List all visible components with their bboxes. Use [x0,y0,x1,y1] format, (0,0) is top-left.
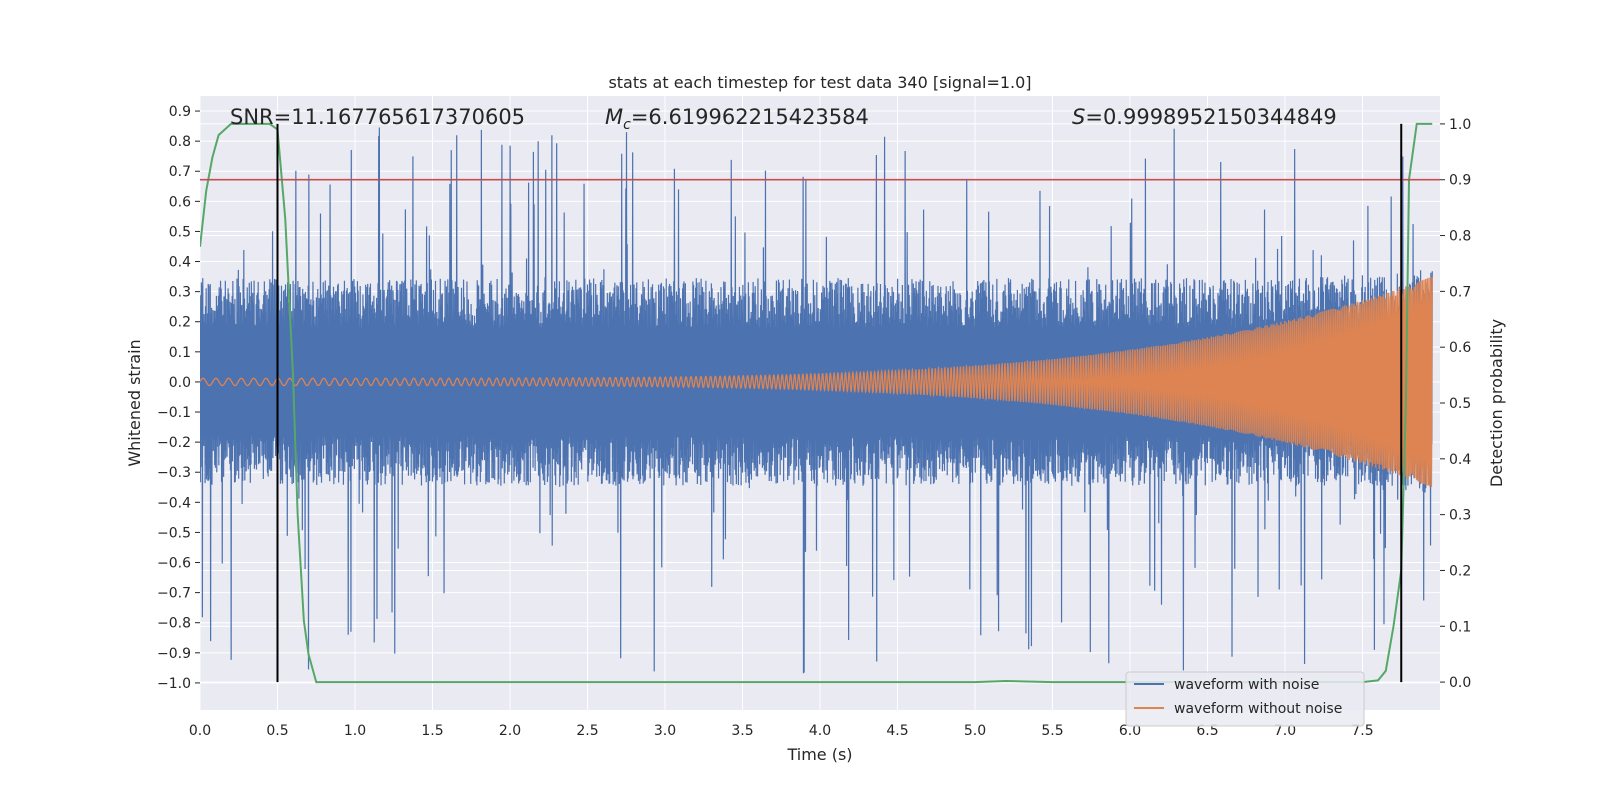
y-tick-label: 0.4 [169,255,191,271]
chirp-mass-annotation: Mc=6.619962215423584 [605,105,869,133]
y2-tick-label: 0.4 [1449,452,1471,468]
y-tick-label: −0.6 [157,556,191,572]
y-tick-label: −0.4 [157,495,191,511]
x-tick-label: 1.0 [344,723,366,739]
y-tick-label: 0.0 [169,375,191,391]
x-tick-label: 4.0 [809,723,831,739]
x-tick-label: 7.5 [1351,723,1373,739]
y-tick-label: 0.5 [169,224,191,240]
chirp-mass-subscript: c [623,117,631,133]
s-value: =0.9998952150344849 [1085,105,1336,129]
s-symbol: S [1072,105,1085,129]
y-tick-label: −0.8 [157,616,191,632]
y-axis-ticks: 0.9 0.8 0.7 0.6 0.5 0.4 0.3 0.2 0.1 0.0 −0.1 −0.2 −0… [157,104,200,692]
x-tick-label: 7.0 [1274,723,1296,739]
snr-annotation: SNR=11.167765617370605 [230,105,525,129]
series-waveform-with-noise [200,127,1433,674]
y2-tick-label: 0.1 [1449,619,1471,635]
y-tick-label: −0.3 [157,465,191,481]
x-tick-label: 2.0 [499,723,521,739]
x-tick-label: 0.5 [266,723,288,739]
x-tick-label: 6.0 [1119,723,1141,739]
y2-tick-label: 0.5 [1449,396,1471,412]
x-tick-label: 6.5 [1196,723,1218,739]
y2-tick-label: 1.0 [1449,117,1471,133]
x-tick-label: 5.0 [964,723,986,739]
x-tick-label: 5.5 [1041,723,1063,739]
y-tick-label: −0.5 [157,525,191,541]
y2-tick-label: 0.8 [1449,229,1471,245]
y-tick-label: 0.7 [169,164,191,180]
y2-tick-label: 0.9 [1449,173,1471,189]
y-tick-label: 0.6 [169,194,191,210]
y2-tick-label: 0.6 [1449,340,1471,356]
y-axis-label: Whitened strain [125,339,144,466]
x-axis-label: Time (s) [786,745,852,764]
chart-title: stats at each timestep for test data 340… [608,73,1031,92]
y-tick-label: 0.8 [169,134,191,150]
chirp-mass-value: =6.619962215423584 [631,105,869,129]
x-tick-label: 4.5 [886,723,908,739]
legend-label-waveform-with-noise: waveform with noise [1174,677,1319,693]
s-annotation: S=0.9998952150344849 [1072,105,1337,129]
y2-axis-label: Detection probability [1487,319,1506,487]
legend-box [1125,671,1365,727]
waveform-with-noise-line [200,127,1433,674]
x-tick-label: 1.5 [421,723,443,739]
x-tick-label: 3.5 [731,723,753,739]
waveform-without-noise-line [200,276,1433,487]
y-tick-label: −0.7 [157,586,191,602]
series-detection-probability [200,122,1433,684]
y-tick-label: −0.1 [157,405,191,421]
y2-tick-label: 0.0 [1449,675,1471,691]
chirp-mass-symbol: M [605,105,623,129]
series-waveform-without-noise [200,276,1433,487]
y-tick-label: 0.3 [169,285,191,301]
y2-axis-ticks: 1.0 0.9 0.8 0.7 0.6 0.5 0.4 0.3 0.2 0.1 0.0 [1440,117,1471,691]
detection-probability-line [200,122,1433,684]
y-tick-label: 0.1 [169,345,191,361]
x-tick-label: 0.0 [189,723,211,739]
y2-tick-label: 0.2 [1449,563,1471,579]
legend: waveform with noise waveform without noi… [1125,671,1365,727]
y2-tick-label: 0.7 [1449,284,1471,300]
x-axis-ticks: 0.0 0.5 1.0 1.5 2.0 2.5 3.0 3.5 4.0 4.5 5.0 5.5 6.0 6… [189,723,1374,739]
legend-label-waveform-without-noise: waveform without noise [1174,701,1342,717]
overlays [200,123,1440,683]
y2-tick-label: 0.3 [1449,508,1471,524]
y-tick-label: −1.0 [157,676,191,692]
y-tick-label: −0.2 [157,435,191,451]
y-tick-label: 0.9 [169,104,191,120]
x-tick-label: 3.0 [654,723,676,739]
y-tick-label: −0.9 [157,646,191,662]
x-tick-label: 2.5 [576,723,598,739]
y-tick-label: 0.2 [169,315,191,331]
